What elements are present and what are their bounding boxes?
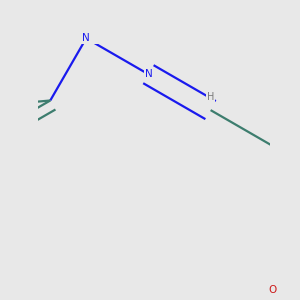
Text: O: O	[269, 285, 277, 295]
Text: N: N	[145, 69, 152, 79]
Text: H: H	[207, 92, 214, 102]
Text: N: N	[82, 33, 90, 43]
